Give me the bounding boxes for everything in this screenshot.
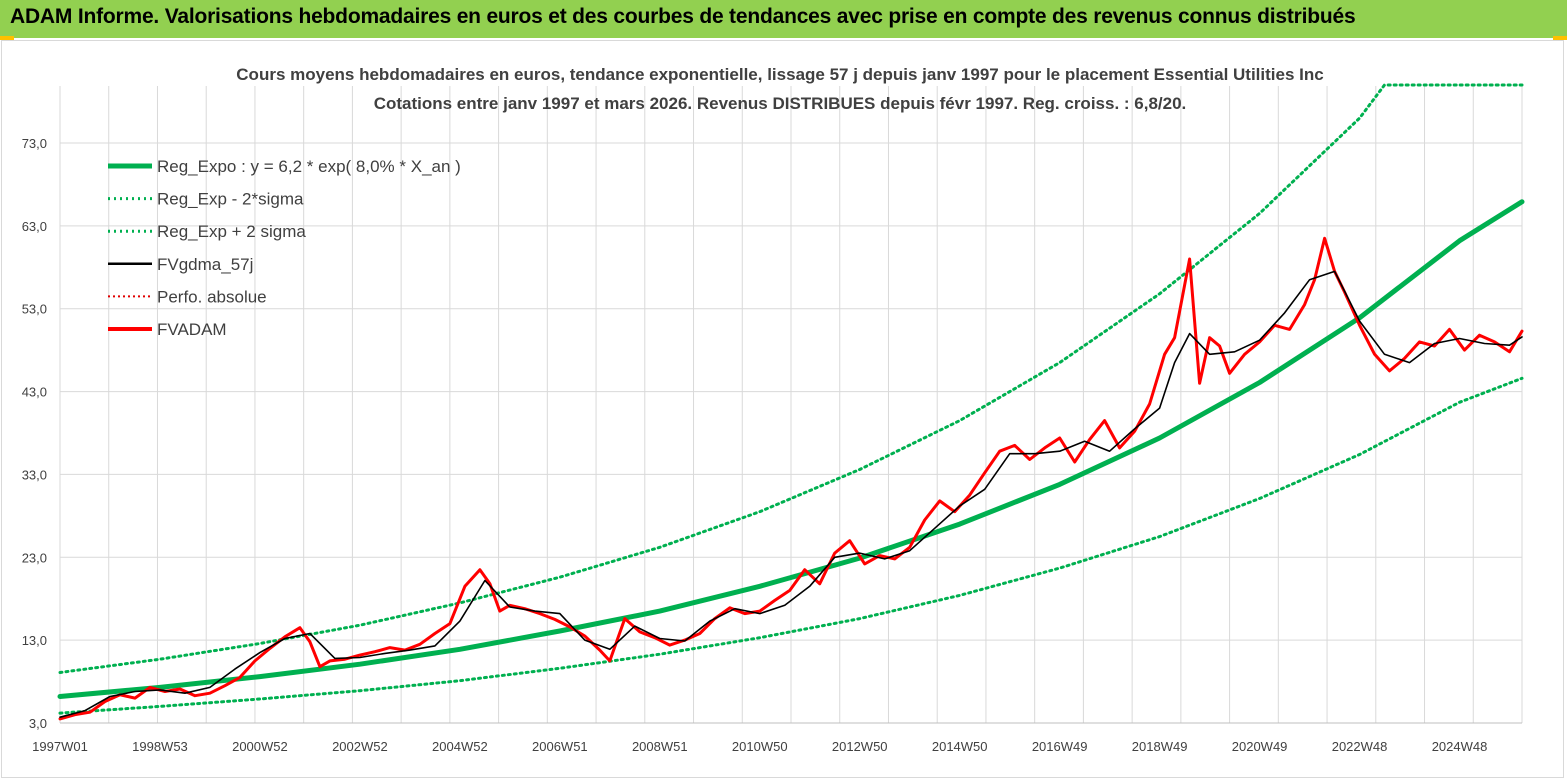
y-tick-label: 3,0 [29, 716, 47, 731]
x-tick-label: 1998W53 [132, 739, 188, 754]
series-line-3 [59, 270, 1523, 718]
x-tick-label: 2024W48 [1432, 739, 1488, 754]
y-tick-label: 53,0 [22, 302, 47, 317]
x-axis: 1997W01 1998W53 2000W52 2002W52 2004W52 2006W… [32, 739, 1487, 754]
legend-label: FVADAM [157, 320, 227, 339]
banner-accent-left [0, 36, 14, 40]
x-tick-label: 2004W52 [432, 739, 488, 754]
y-tick-label: 73,0 [22, 136, 47, 151]
chart-title-line-2: Cotations entre janv 1997 et mars 2026. … [374, 94, 1187, 113]
y-tick-label: 43,0 [22, 385, 47, 400]
series-line-5 [58, 236, 1524, 721]
legend-label: Reg_Exp + 2 sigma [157, 222, 306, 241]
chart-frame [1, 40, 1564, 778]
x-tick-label: 2000W52 [232, 739, 288, 754]
x-tick-label: 2002W52 [332, 739, 388, 754]
y-axis: 3,0 13,0 23,0 33,0 43,0 53,0 63,0 73,0 [22, 136, 47, 731]
chart-grid [59, 86, 1523, 724]
y-tick-label: 13,0 [22, 633, 47, 648]
legend-label: FVgdma_57j [157, 255, 253, 274]
report-title: ADAM Informe. Valorisations hebdomadaire… [10, 5, 1356, 28]
legend-label: Perfo. absolue [157, 287, 267, 306]
x-tick-label: 2016W49 [1032, 739, 1088, 754]
chart-series [57, 83, 1525, 721]
x-tick-label: 1997W01 [32, 739, 88, 754]
y-tick-label: 33,0 [22, 467, 47, 482]
x-tick-label: 2006W51 [532, 739, 588, 754]
report-banner [0, 0, 1567, 38]
x-tick-label: 2022W48 [1332, 739, 1388, 754]
x-tick-label: 2014W50 [932, 739, 988, 754]
banner-accent-right [1553, 36, 1567, 40]
x-tick-label: 2008W51 [632, 739, 688, 754]
y-tick-label: 63,0 [22, 219, 47, 234]
legend-label: Reg_Expo : y = 6,2 * exp( 8,0% * X_an ) [157, 157, 461, 176]
legend-label: Reg_Exp - 2*sigma [157, 190, 304, 209]
chart-legend: Reg_Expo : y = 6,2 * exp( 8,0% * X_an ) R… [108, 157, 461, 339]
x-tick-label: 2018W49 [1132, 739, 1188, 754]
x-tick-label: 2010W50 [732, 739, 788, 754]
chart-title-line-1: Cours moyens hebdomadaires en euros, ten… [236, 65, 1323, 84]
series-line-0 [57, 199, 1525, 699]
x-tick-label: 2020W49 [1232, 739, 1288, 754]
y-tick-label: 23,0 [22, 550, 47, 565]
x-tick-label: 2012W50 [832, 739, 888, 754]
series-line-1 [58, 376, 1524, 715]
